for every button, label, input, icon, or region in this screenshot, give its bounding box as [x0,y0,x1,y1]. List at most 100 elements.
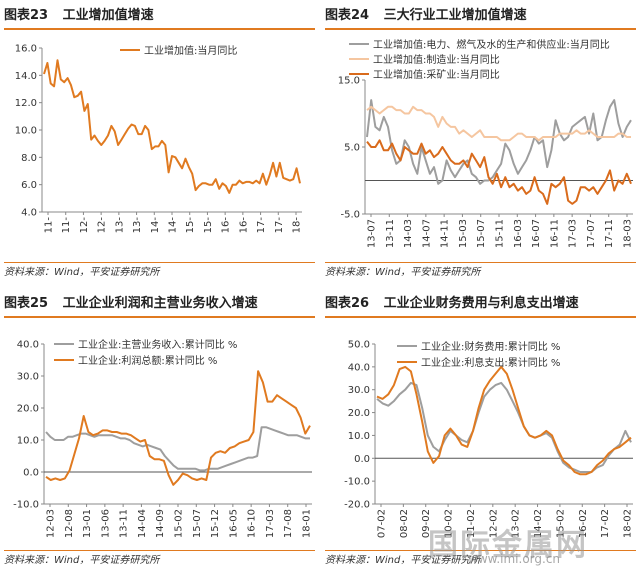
panel-figure-26: 图表26 工业企业财务费用与利息支出增速 -20.0 -10.0 0.0 10.0 20… [321,288,642,575]
y-tick-label: 20.0 [348,408,370,419]
x-tick-label: 15-02 [555,509,566,538]
x-tick-label: 14-09 [155,509,166,538]
x-tick-label: 15-03 [458,219,469,248]
legend-label: 工业企业:主营业务收入:累计同比 % [78,338,237,351]
x-tick-label: 14-11 [440,219,451,248]
series-line-2 [376,365,632,476]
x-tick-label: 15-12 [210,509,221,538]
source-note: 资料来源：Wind，平安证券研究所 [325,262,636,283]
series-line-2 [45,370,311,486]
y-tick-label: 0.0 [354,454,370,465]
y-tick-label: 12.0 [15,98,37,109]
legend-label: 工业增加值:采矿业:当月同比 [373,68,500,81]
source-note: 资料来源：Wind，平安证券研究所 [325,550,636,571]
x-tick-label: 15-11 [495,219,506,248]
y-tick-label: 6.0 [21,180,37,191]
x-tick-label: 17-02 [600,509,611,538]
chart-finance-cost-and-interest: -20.0 -10.0 0.0 10.0 20.0 30.0 40.0 50.0 07-02 08… [344,340,634,539]
figure-title: 工业企业财务费用与利息支出增速 [383,296,579,311]
x-tick-label: 16-05 [228,509,239,538]
x-tick-label: 16-02 [578,509,589,538]
series-line-1 [43,59,301,194]
y-tick-label: 8.0 [21,153,37,164]
y-tick-label: 30.0 [17,372,39,383]
panel-figure-23: 图表23 工业增加值增速 4.0 6.0 8.0 10.0 12.0 14.0 16.0 11… [0,0,321,287]
y-tick-label: 5.0 [344,143,360,154]
x-tick-label: 11-02 [466,509,477,538]
y-tick-label: 15.0 [338,76,360,87]
x-tick-label: 10-02 [444,509,455,538]
y-tick-label: -5.0 [340,210,360,221]
x-tick-label: 14- [150,217,161,234]
x-tick-label: 15-07 [192,509,203,538]
x-tick-label: 14-04 [137,509,148,538]
x-tick-label: 14-07 [421,219,432,248]
x-tick-label: 11- [44,217,55,234]
x-tick-label: 18-01 [302,509,313,538]
y-tick-label: 4.0 [21,208,37,219]
y-tick-label: 50.0 [348,340,370,351]
series-line-1 [366,99,632,185]
panel-title-bar: 图表26 工业企业财务费用与利息支出增速 [325,292,636,318]
x-tick-label: 13-07 [367,219,378,248]
x-tick-label: 12- [79,217,90,234]
x-tick-label: 13-02 [511,509,522,538]
y-tick-label: 0.0 [23,468,39,479]
watermark-url: www.imi.org.cn [468,552,561,566]
source-note: 资料来源：Wind，平安证券研究所 [4,550,315,571]
panel-title-bar: 图表23 工业增加值增速 [4,4,315,30]
x-tick-label: 15-02 [174,509,185,538]
y-tick-label: -10.0 [13,500,39,511]
x-tick-label: 13-11 [385,219,396,248]
panel-title-bar: 图表25 工业企业利润和主营业务收入增速 [4,292,315,318]
x-tick-label: 14- [168,217,179,234]
figure-title: 工业企业利润和主营业务收入增速 [62,296,258,311]
y-tick-label: -20.0 [344,500,370,511]
x-tick-label: 18-02 [623,509,634,538]
x-tick-label: 13- [114,217,125,234]
x-tick-label: 11- [61,217,72,234]
source-note: 资料来源：Wind，平安证券研究所 [4,262,315,283]
x-tick-label: 17-03 [265,509,276,538]
x-tick-label: 12-08 [64,509,75,538]
y-tick-label: 14.0 [15,71,37,82]
legend-label: 工业增加值:制造业:当月同比 [373,53,500,66]
y-tick-label: 40.0 [348,362,370,373]
chart-profit-and-revenue: -10.0 0.0 10.0 20.0 30.0 40.0 12-03 12-08 13-01 1… [13,338,313,538]
x-tick-label: 13-11 [119,509,130,538]
legend-label: 工业企业:利润总额:累计同比 % [78,354,217,367]
x-tick-label: 09-02 [421,509,432,538]
x-tick-label: 16- [238,217,249,234]
figure-number: 图表23 [4,8,49,23]
chart-industrial-value-added: 4.0 6.0 8.0 10.0 12.0 14.0 16.0 11- 11- 12- 12- 13-… [15,44,303,234]
x-tick-label: 15- [203,217,214,234]
x-tick-label: 17-07 [586,219,597,248]
series-line-3 [366,139,632,205]
y-tick-label: 30.0 [348,385,370,396]
x-tick-label: 18-03 [623,219,634,248]
x-tick-label: 14-02 [533,509,544,538]
legend-label: 工业增加值:电力、燃气及水的生产和供应业:当月同比 [373,38,610,51]
x-tick-label: 15-07 [476,219,487,248]
figure-number: 图表26 [325,296,370,311]
x-tick-label: 16-10 [247,509,258,538]
y-tick-label: 10.0 [17,436,39,447]
x-tick-label: 15- [185,217,196,234]
x-tick-label: 17- [256,217,267,234]
legend-label: 工业企业:利息支出:累计同比 % [421,356,560,369]
series-line-2 [366,105,631,142]
x-tick-label: 17-08 [283,509,294,538]
legend-label: 工业增加值:当月同比 [144,44,237,57]
figure-title: 工业增加值增速 [62,8,154,23]
y-tick-label: 10.0 [348,431,370,442]
figure-number: 图表24 [325,8,370,23]
x-tick-label: 16- [221,217,232,234]
x-tick-label: 16-07 [531,219,542,248]
x-tick-label: 17-11 [604,219,615,248]
x-tick-label: 16-03 [513,219,524,248]
series-line-1 [45,426,310,472]
x-tick-label: 12-02 [488,509,499,538]
x-tick-label: 07-02 [377,509,388,538]
y-tick-label: 40.0 [17,340,39,351]
panel-figure-25: 图表25 工业企业利润和主营业务收入增速 -10.0 0.0 10.0 20.0 30.… [0,288,321,575]
